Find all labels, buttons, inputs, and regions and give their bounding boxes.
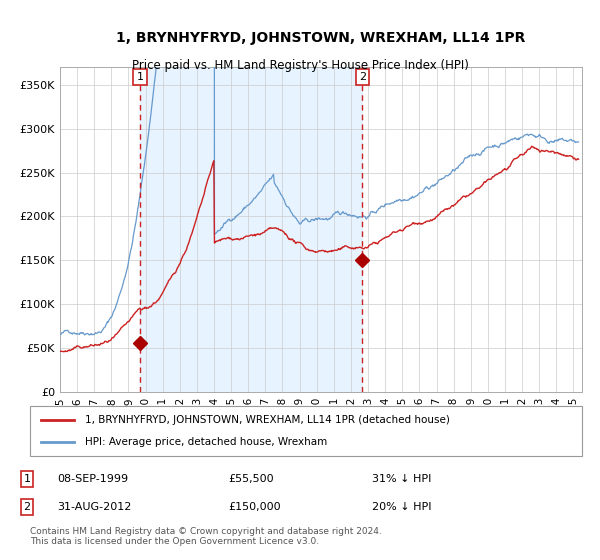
Text: Price paid vs. HM Land Registry's House Price Index (HPI): Price paid vs. HM Land Registry's House … [131,59,469,72]
Text: £55,500: £55,500 [228,474,274,484]
Text: 1: 1 [137,72,144,82]
Text: 1: 1 [23,474,31,484]
FancyBboxPatch shape [30,406,582,456]
Text: 31-AUG-2012: 31-AUG-2012 [57,502,131,512]
Text: 2: 2 [359,72,366,82]
Text: £150,000: £150,000 [228,502,281,512]
Title: 1, BRYNHYFRYD, JOHNSTOWN, WREXHAM, LL14 1PR: 1, BRYNHYFRYD, JOHNSTOWN, WREXHAM, LL14 … [116,31,526,45]
Bar [140,67,362,392]
Text: 2: 2 [23,502,31,512]
Text: 1, BRYNHYFRYD, JOHNSTOWN, WREXHAM, LL14 1PR (detached house): 1, BRYNHYFRYD, JOHNSTOWN, WREXHAM, LL14 … [85,415,450,425]
Text: HPI: Average price, detached house, Wrexham: HPI: Average price, detached house, Wrex… [85,437,328,447]
Text: 08-SEP-1999: 08-SEP-1999 [57,474,128,484]
Text: Contains HM Land Registry data © Crown copyright and database right 2024.
This d: Contains HM Land Registry data © Crown c… [30,526,382,546]
Text: 31% ↓ HPI: 31% ↓ HPI [372,474,431,484]
Text: 20% ↓ HPI: 20% ↓ HPI [372,502,431,512]
